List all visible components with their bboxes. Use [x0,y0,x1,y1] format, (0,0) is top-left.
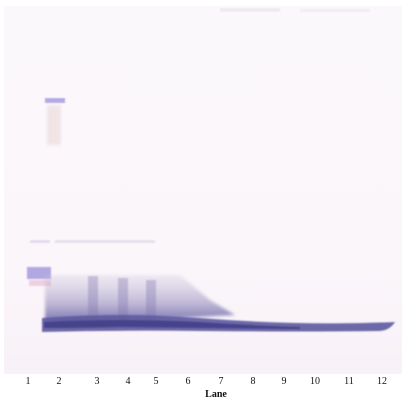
lane-number-9: 9 [281,376,287,387]
ladder-top-band [45,98,65,103]
lane-number-12: 12 [377,376,387,387]
lane-number-4: 4 [125,376,131,387]
lane-number-8: 8 [250,376,256,387]
ladder-lane [27,98,65,286]
faint-upper-band-row [55,240,155,243]
top-edge-marks [220,8,370,12]
lane-number-1: 1 [25,376,31,387]
lane-number-11: 11 [344,376,354,387]
membrane [4,6,402,374]
ladder-faint-band [30,240,50,243]
ladder-streak [47,105,61,145]
lane-number-7: 7 [218,376,224,387]
lane-number-6: 6 [185,376,191,387]
lane-number-3: 3 [94,376,100,387]
lane-number-2: 2 [56,376,62,387]
axis-label: Lane [205,389,227,400]
main-band-core [44,320,300,329]
ladder-pink-band [29,280,51,286]
smear-lane-streaks [88,276,156,320]
lane-number-10: 10 [310,376,320,387]
lane-number-5: 5 [153,376,159,387]
